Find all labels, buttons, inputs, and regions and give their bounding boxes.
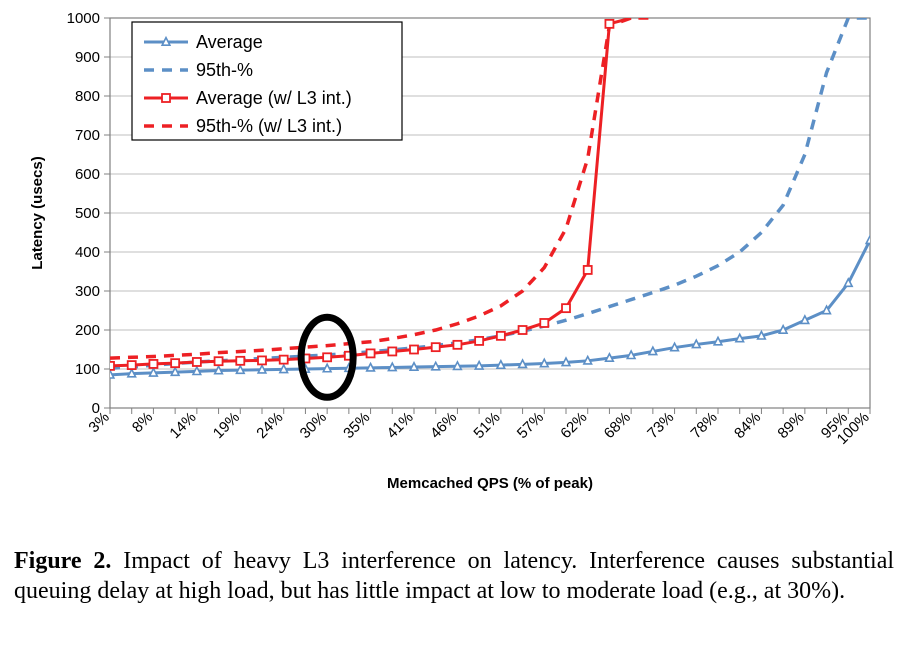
svg-text:600: 600 [75,166,100,183]
figure-wrap: 010020030040050060070080090010003%8%14%1… [0,0,908,670]
chart-svg: 010020030040050060070080090010003%8%14%1… [12,8,896,538]
svg-text:900: 900 [75,49,100,66]
svg-text:100: 100 [75,361,100,378]
svg-text:400: 400 [75,244,100,261]
svg-text:95th-%: 95th-% [196,60,253,80]
svg-text:Average (w/ L3 int.): Average (w/ L3 int.) [196,88,352,108]
caption-text: Impact of heavy L3 interference on laten… [14,548,894,604]
svg-text:Average: Average [196,32,263,52]
svg-text:Latency (usecs): Latency (usecs) [29,156,46,269]
svg-text:95th-% (w/ L3 int.): 95th-% (w/ L3 int.) [196,116,342,136]
caption-label: Figure 2. [14,548,111,574]
latency-chart: 010020030040050060070080090010003%8%14%1… [12,8,896,538]
svg-text:500: 500 [75,205,100,222]
svg-text:200: 200 [75,322,100,339]
figure-caption: Figure 2. Impact of heavy L3 interferenc… [14,546,894,606]
svg-text:300: 300 [75,283,100,300]
svg-text:700: 700 [75,127,100,144]
svg-text:800: 800 [75,88,100,105]
svg-text:1000: 1000 [67,10,100,27]
svg-text:Memcached QPS (% of peak): Memcached QPS (% of peak) [387,475,593,492]
